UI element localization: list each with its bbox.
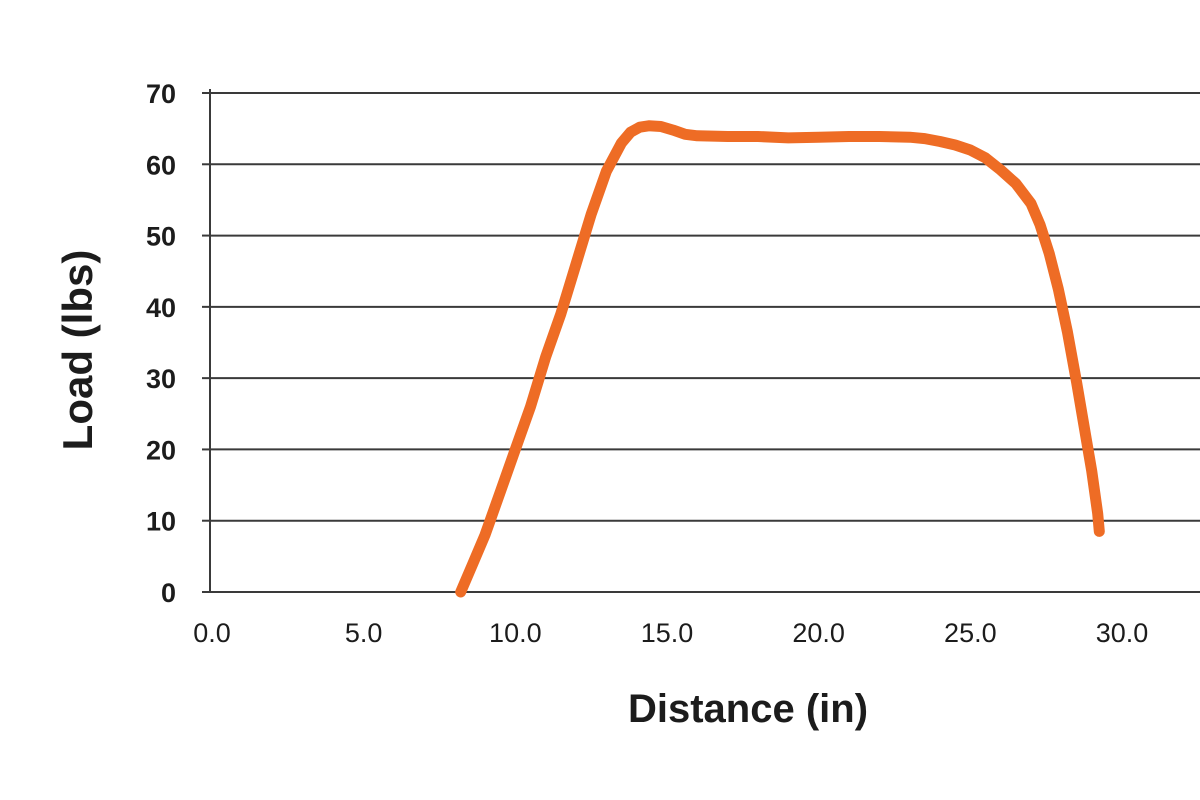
x-tick-label: 25.0 (944, 618, 997, 648)
y-tick-label: 10 (146, 507, 176, 537)
series-group (455, 120, 1105, 598)
x-tick-label: 10.0 (489, 618, 542, 648)
y-tick-label: 70 (146, 79, 176, 109)
y-axis-title: Load (lbs) (54, 250, 101, 451)
y-tick-label: 50 (146, 222, 176, 252)
y-tick-label: 30 (146, 364, 176, 394)
y-tick-label: 40 (146, 293, 176, 323)
x-tick-label: 5.0 (345, 618, 383, 648)
x-tick-label: 15.0 (641, 618, 694, 648)
x-tick-label: 20.0 (792, 618, 845, 648)
series-line-0 (455, 120, 1105, 598)
axes (202, 89, 1200, 593)
y-tick-labels: 0 10 20 30 40 50 60 70 (146, 79, 176, 608)
y-tick-label: 60 (146, 150, 176, 180)
y-tick-label: 20 (146, 435, 176, 465)
grid-lines (210, 92, 1200, 522)
x-axis-title: Distance (in) (628, 687, 868, 731)
x-tick-label: 30.0 (1096, 618, 1149, 648)
y-tick-label: 0 (161, 578, 176, 608)
x-tick-label: 0.0 (193, 618, 231, 648)
x-tick-labels: 0.0 5.0 10.0 15.0 20.0 25.0 30.0 (193, 618, 1148, 648)
